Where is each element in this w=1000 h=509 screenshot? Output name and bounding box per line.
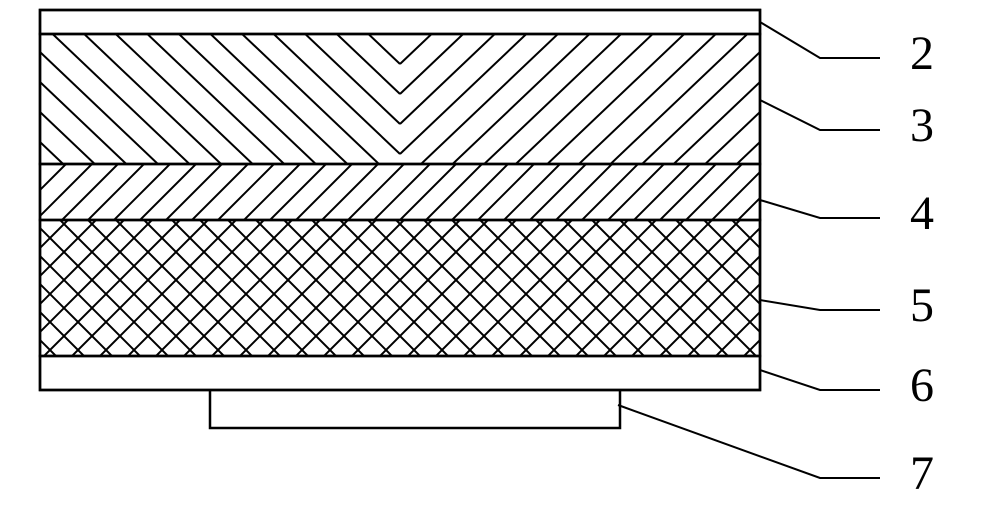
label-6: 6 xyxy=(910,359,934,412)
label-4: 4 xyxy=(910,187,934,240)
leader-line xyxy=(618,405,880,478)
layer-7 xyxy=(210,390,620,428)
leader-line xyxy=(760,300,880,310)
leader-line xyxy=(760,100,880,130)
layer-2 xyxy=(40,10,760,34)
label-5: 5 xyxy=(910,279,934,332)
layer-5-hatch xyxy=(0,0,810,509)
label-7: 7 xyxy=(910,447,934,500)
label-3: 3 xyxy=(910,99,934,152)
layer-6 xyxy=(40,356,760,390)
leader-line xyxy=(760,22,880,58)
leader-line xyxy=(760,370,880,390)
label-2: 2 xyxy=(910,27,934,80)
layer-3 xyxy=(40,34,760,164)
leader-line xyxy=(760,200,880,218)
stack-outline xyxy=(40,10,760,390)
layer-3-hatch xyxy=(40,0,760,509)
